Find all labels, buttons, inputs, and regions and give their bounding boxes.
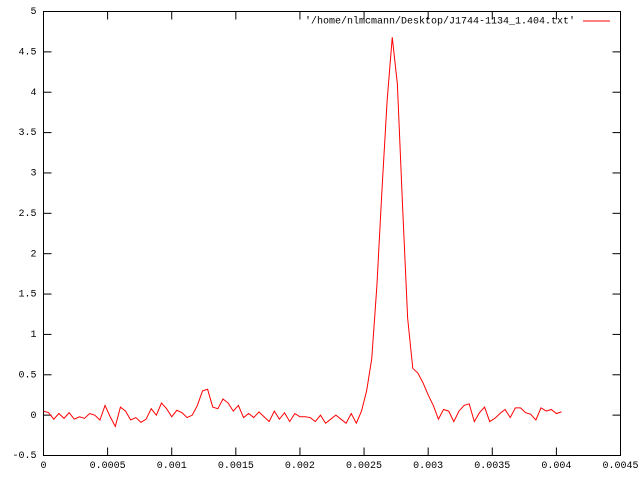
x-tick-label: 0 bbox=[40, 461, 46, 472]
y-tick-label: 1 bbox=[30, 330, 36, 341]
y-tick-label: 0.5 bbox=[18, 370, 36, 381]
y-tick-label: 4 bbox=[30, 88, 36, 99]
x-tick-label: 0.0025 bbox=[346, 461, 382, 472]
x-tick-label: 0.001 bbox=[157, 461, 187, 472]
y-tick-label: 3 bbox=[30, 169, 36, 180]
y-tick-label: 2.5 bbox=[18, 209, 36, 220]
y-tick-label: 1.5 bbox=[18, 290, 36, 301]
plot-border bbox=[43, 11, 621, 456]
x-tick-label: 0.002 bbox=[285, 461, 315, 472]
y-tick-label: 3.5 bbox=[18, 128, 36, 139]
y-tick-label: -0.5 bbox=[12, 451, 36, 462]
x-tick-label: 0.0045 bbox=[602, 461, 638, 472]
y-tick-label: 4.5 bbox=[18, 48, 36, 59]
x-tick-label: 0.0035 bbox=[474, 461, 510, 472]
data-line bbox=[43, 37, 562, 428]
x-tick-label: 0.0015 bbox=[218, 461, 254, 472]
x-tick-label: 0.0005 bbox=[90, 461, 126, 472]
x-tick-label: 0.003 bbox=[413, 461, 443, 472]
y-tick-label: 0 bbox=[30, 411, 36, 422]
y-tick-label: 5 bbox=[30, 7, 36, 18]
y-tick-label: 2 bbox=[30, 249, 36, 260]
legend-label: '/home/nlmcmann/Desktop/J1744-1134_1.404… bbox=[305, 16, 575, 28]
x-tick-label: 0.004 bbox=[541, 461, 571, 472]
